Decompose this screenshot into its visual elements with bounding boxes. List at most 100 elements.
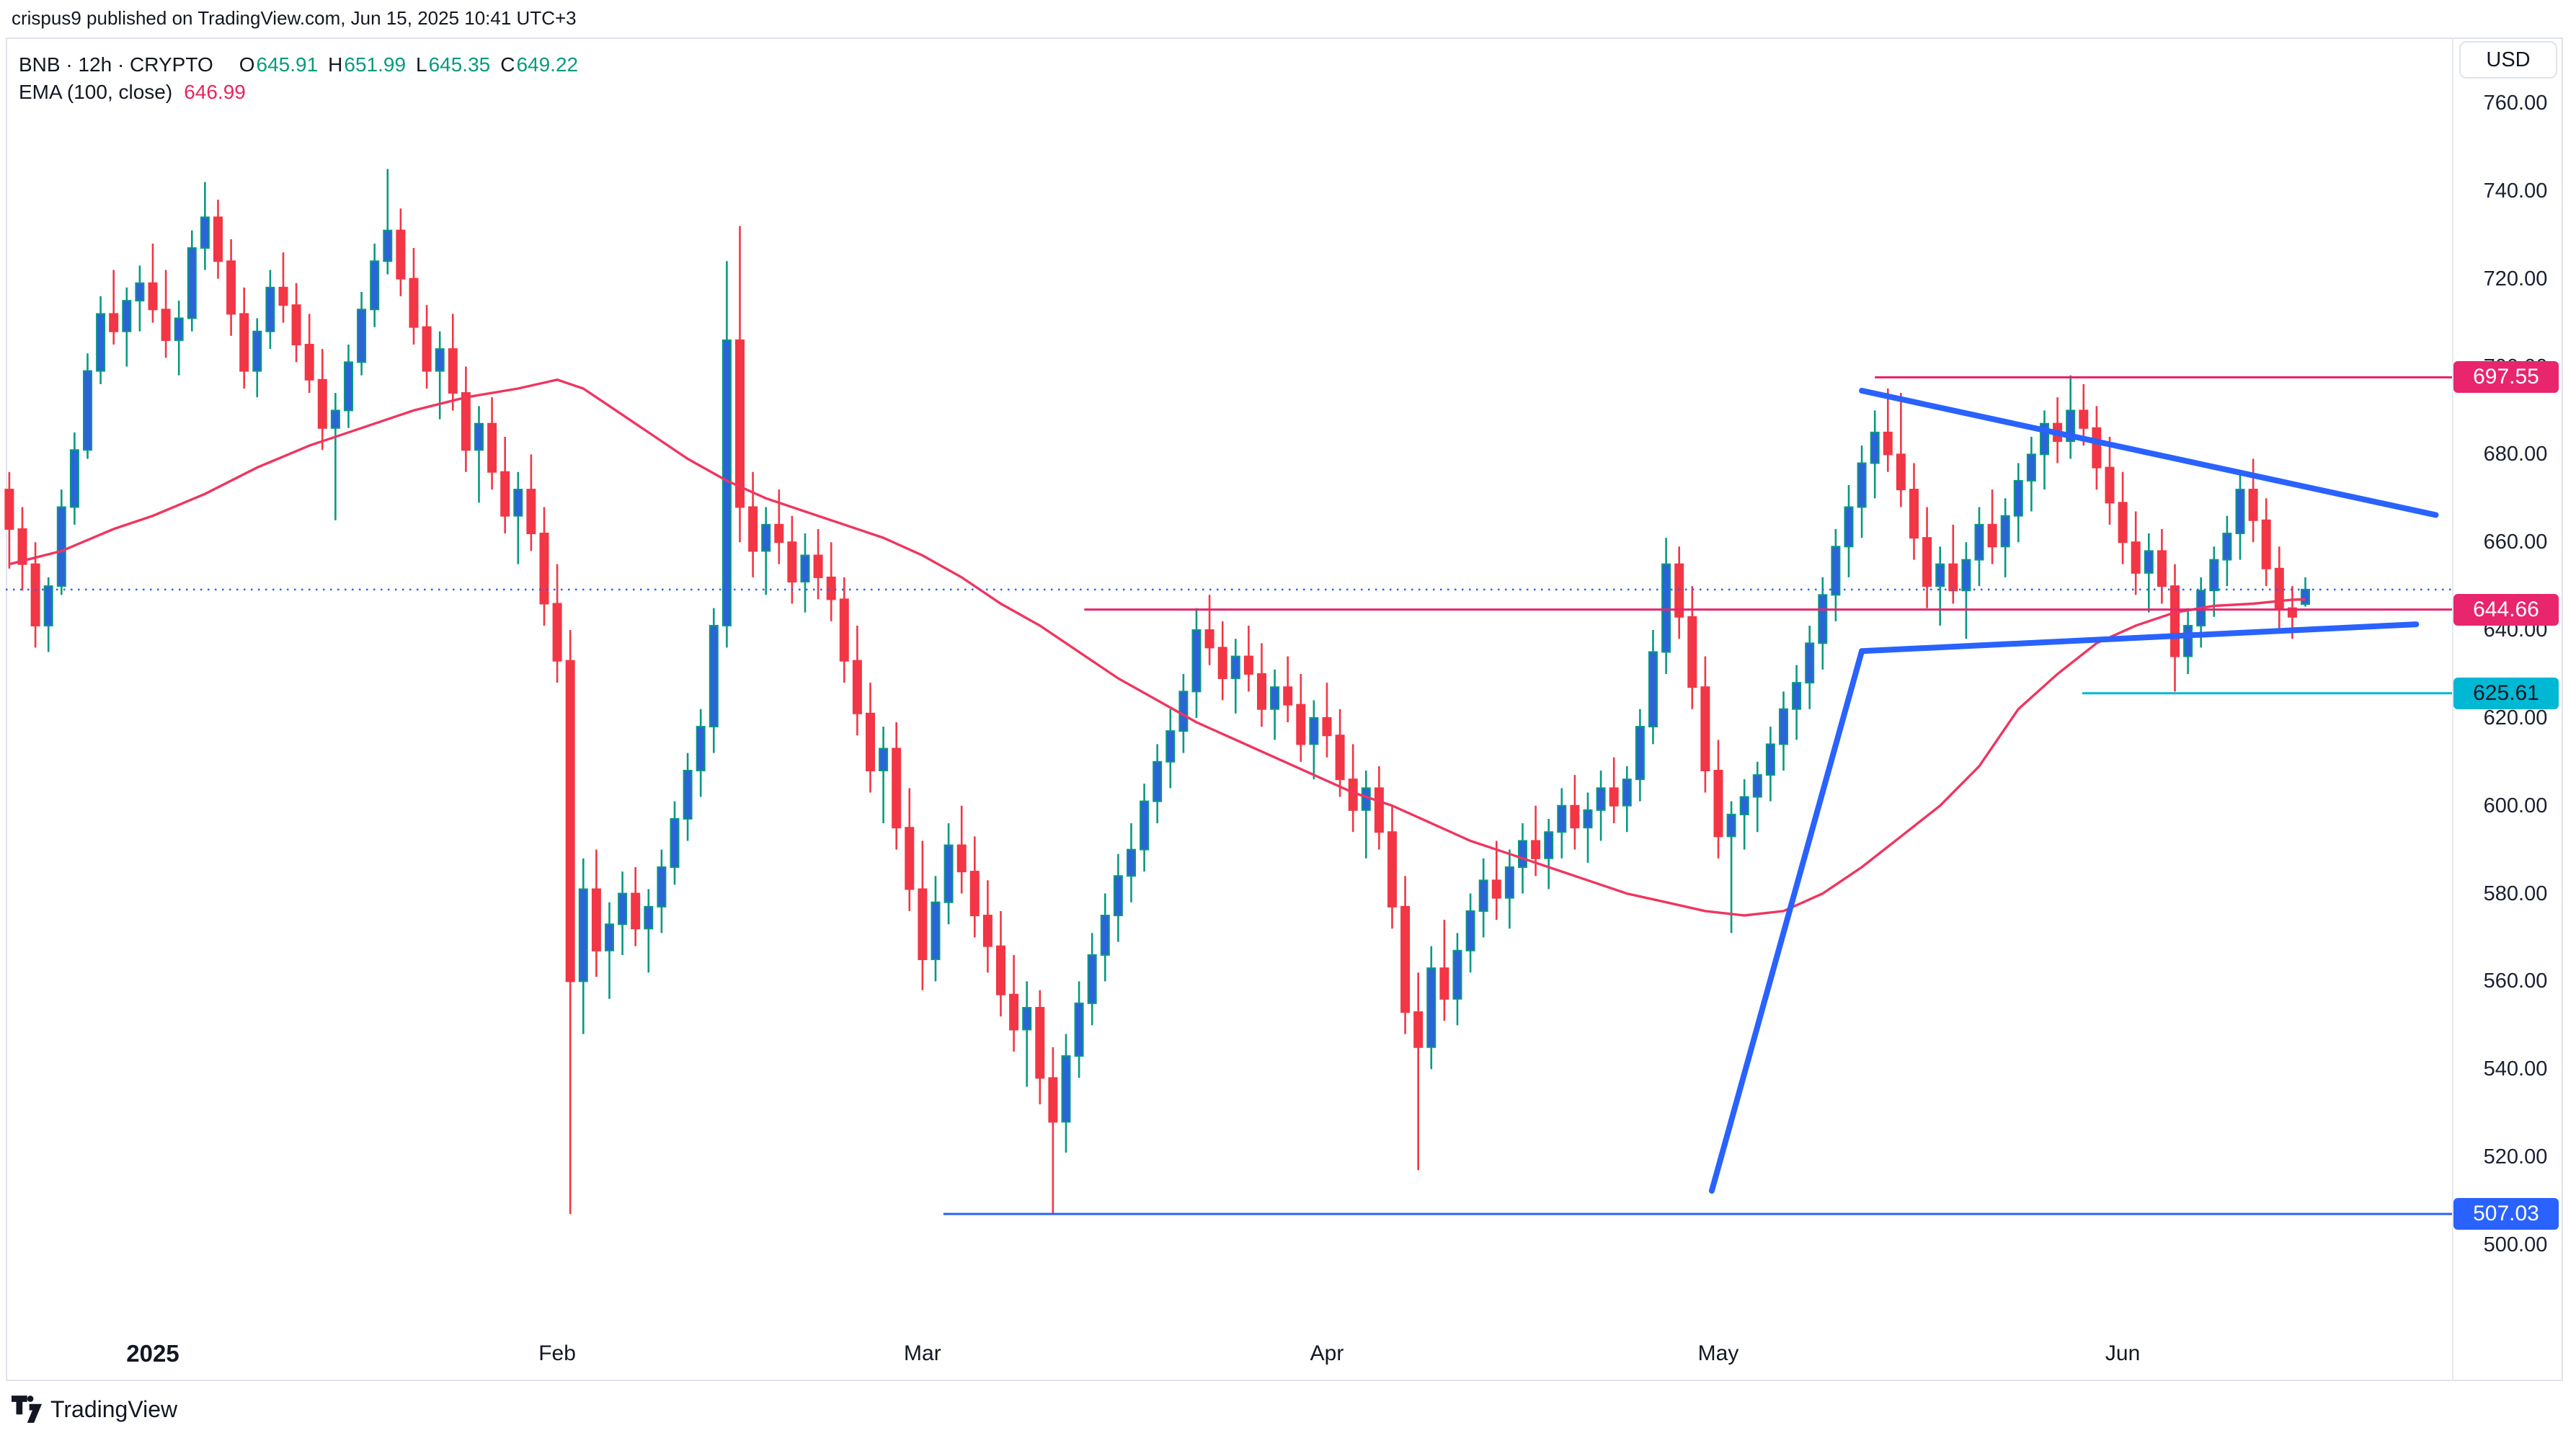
candle-up: [2144, 550, 2154, 574]
candle-up: [800, 554, 810, 583]
candle-up: [1518, 840, 1527, 869]
candle-up: [1022, 1006, 1032, 1031]
time-label-Jun: Jun: [2105, 1341, 2141, 1365]
candle-down: [1387, 831, 1397, 908]
candle-down: [148, 282, 158, 311]
steep-support-line: [1708, 648, 1865, 1194]
candle-down: [526, 489, 536, 535]
candle-up: [330, 409, 340, 429]
candle-down: [1035, 1006, 1045, 1079]
candle-down: [1570, 804, 1580, 829]
candle-up: [200, 216, 210, 249]
candle-up: [383, 229, 393, 262]
candle-up: [1478, 879, 1488, 912]
candle-up: [2026, 453, 2036, 482]
close-value: 649.22: [516, 53, 579, 76]
candle-down: [539, 533, 549, 605]
candle-down: [2274, 567, 2284, 609]
candle-up: [1935, 563, 1945, 587]
candle-down: [2092, 427, 2102, 469]
candle-down: [1283, 686, 1293, 706]
candle-up: [1178, 691, 1189, 732]
candle-up: [761, 523, 771, 552]
candle-up: [1596, 787, 1606, 811]
candle-up: [1752, 774, 1762, 798]
candle-down: [1374, 787, 1384, 833]
price-tag-644.66: 644.66: [2453, 593, 2559, 626]
time-label-Apr: Apr: [1310, 1341, 1344, 1365]
candle-down: [17, 528, 27, 565]
candle-up: [1544, 831, 1554, 859]
candle-up: [618, 892, 628, 926]
candle-up: [122, 300, 132, 332]
candle-down: [2261, 519, 2271, 569]
candle-down: [226, 260, 236, 315]
candle-up: [2222, 533, 2232, 561]
candle-down: [304, 344, 314, 381]
candle-up: [1961, 559, 1971, 592]
tradingview-attribution[interactable]: TradingView: [12, 1396, 177, 1423]
candle-up: [931, 901, 941, 960]
candle-down: [1922, 537, 1932, 587]
candle-down: [487, 422, 497, 473]
candle-down: [839, 598, 849, 662]
candle-down: [1491, 879, 1501, 899]
candle-up: [43, 585, 53, 626]
candle-down: [448, 348, 458, 394]
high-value: 651.99: [344, 53, 407, 76]
candle-up: [357, 309, 367, 363]
candle-down: [748, 506, 758, 552]
candle-up: [1191, 629, 1202, 693]
candle-up: [644, 905, 654, 930]
candle-down: [774, 523, 784, 544]
currency-button[interactable]: USD: [2459, 41, 2557, 79]
publish-header: crispus9 published on TradingView.com, J…: [12, 7, 577, 29]
candle-down: [1700, 686, 1710, 771]
candle-down: [1413, 1011, 1424, 1048]
price-tick-500.00: 500.00: [2483, 1233, 2548, 1256]
candle-up: [879, 747, 889, 771]
candle-up: [1074, 1002, 1084, 1057]
candle-down: [161, 309, 171, 341]
candle-up: [1061, 1055, 1071, 1123]
candle-down: [1687, 616, 1697, 688]
price-tick-540.00: 540.00: [2483, 1057, 2548, 1081]
candle-up: [1779, 708, 1788, 745]
candle-up: [1100, 915, 1110, 956]
candle-down: [918, 888, 928, 960]
candle-down: [892, 747, 902, 829]
candle-down: [565, 660, 575, 982]
price-tick-680.00: 680.00: [2483, 443, 2548, 466]
ema-value: 646.99: [184, 81, 246, 103]
candle-up: [605, 923, 614, 951]
candle-down: [109, 313, 119, 332]
open-value: 645.91: [256, 53, 319, 76]
candle-down: [2170, 585, 2180, 657]
candle-down: [1909, 489, 1919, 539]
candle-up: [1726, 813, 1736, 838]
close-label: C: [500, 53, 515, 76]
price-tick-660.00: 660.00: [2483, 531, 2548, 554]
candle-up: [370, 260, 380, 311]
candle-down: [1400, 905, 1411, 1013]
candle-down: [409, 278, 419, 328]
candle-down: [1009, 993, 1019, 1031]
candle-down: [2105, 466, 2115, 504]
candle-up: [187, 247, 197, 319]
candle-down: [1609, 787, 1619, 807]
time-label-2025: 2025: [126, 1340, 179, 1367]
candle-down: [396, 229, 406, 280]
candle-down: [1948, 563, 1958, 592]
candle-up: [1739, 796, 1749, 815]
candle-up: [657, 866, 667, 908]
candle-down: [1296, 704, 1306, 745]
candle-down: [2131, 541, 2141, 574]
candle-down: [1048, 1077, 1058, 1123]
price-tag-697.55: 697.55: [2453, 361, 2559, 394]
candle-up: [2235, 489, 2245, 535]
open-label: O: [239, 53, 255, 76]
candle-up: [1857, 462, 1867, 508]
candle-up: [2000, 515, 2010, 548]
candle-up: [2183, 624, 2193, 657]
